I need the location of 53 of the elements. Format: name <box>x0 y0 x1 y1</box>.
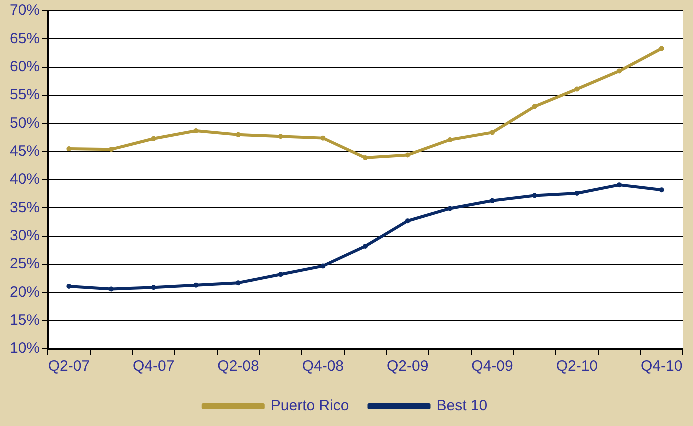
point <box>66 146 72 152</box>
y-tick-label: 50% <box>10 114 40 132</box>
point <box>151 136 156 142</box>
y-tick-label: 65% <box>10 30 40 48</box>
x-tick-label: Q4-07 <box>133 358 175 376</box>
point <box>617 68 622 74</box>
point <box>659 188 664 193</box>
x-tick-label: Q2-07 <box>48 358 90 376</box>
x-tick-label: Q4-09 <box>472 358 514 376</box>
point <box>617 182 622 188</box>
y-tick-label: 10% <box>10 340 40 358</box>
legend-label: Best 10 <box>436 398 488 415</box>
point <box>490 198 496 204</box>
y-tick-label: 35% <box>10 199 40 216</box>
point <box>320 264 326 269</box>
point <box>659 46 664 52</box>
point <box>574 86 580 92</box>
point <box>236 132 242 138</box>
point <box>532 104 538 110</box>
y-tick-label: 25% <box>10 256 40 273</box>
x-tick-label: Q2-10 <box>556 358 598 376</box>
point <box>194 128 199 134</box>
point <box>236 280 242 286</box>
y-tick-label: 70% <box>10 2 40 20</box>
y-tick-label: 60% <box>10 58 40 76</box>
point <box>574 191 580 196</box>
point <box>194 282 199 288</box>
point <box>278 134 284 140</box>
x-tick-label: Q2-09 <box>386 358 429 376</box>
y-tick-label: 15% <box>10 312 40 329</box>
point <box>405 152 410 158</box>
point <box>448 206 453 212</box>
x-tick-label: Q4-08 <box>302 358 344 376</box>
point <box>490 130 496 136</box>
point <box>320 136 326 141</box>
point <box>405 218 410 224</box>
y-tick-label: 55% <box>10 86 40 104</box>
legend-label: Puerto Rico <box>270 398 350 415</box>
point <box>448 138 453 143</box>
point <box>363 156 368 161</box>
y-tick-label: 40% <box>10 171 40 188</box>
y-tick-label: 30% <box>10 227 40 244</box>
point <box>109 286 114 292</box>
x-tick-label: Q4-10 <box>640 358 683 376</box>
point <box>151 285 156 290</box>
y-tick-label: 45% <box>10 142 40 160</box>
point <box>109 147 114 152</box>
x-tick-label: Q2-08 <box>218 358 260 376</box>
point <box>278 272 284 278</box>
point <box>66 284 72 289</box>
point <box>532 193 538 198</box>
point <box>363 244 368 249</box>
y-tick-label: 20% <box>10 284 40 301</box>
